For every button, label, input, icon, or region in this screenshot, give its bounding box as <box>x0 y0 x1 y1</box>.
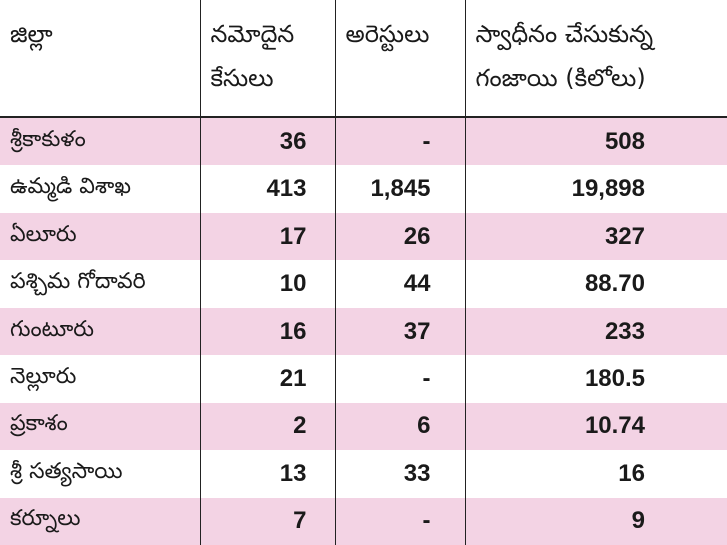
arrests-cell: 1,845 <box>334 165 466 213</box>
cases-cell: 17 <box>199 212 336 261</box>
cases-cell: 10 <box>199 260 336 308</box>
ganja-cell: 327 <box>464 212 727 261</box>
ganja-cell: 10.74 <box>464 402 727 451</box>
header-district: జిల్లా <box>0 0 201 118</box>
ganja-cell: 508 <box>464 117 727 166</box>
table-row: శ్రీ సత్యసాయి 13 33 16 <box>0 450 727 498</box>
district-cell: శ్రీ సత్యసాయి <box>0 450 201 498</box>
header-ganja-seized: స్వాధీనం చేసుకున్న గంజాయి (కిలోలు) <box>464 0 727 118</box>
ganja-cell: 9 <box>464 497 727 545</box>
arrests-cell: 6 <box>334 402 466 451</box>
table-row: కర్నూలు 7 - 9 <box>0 497 727 545</box>
ganja-cell: 180.5 <box>464 355 727 403</box>
header-row: జిల్లా నమోదైన కేసులు అరెస్టులు స్వాధీనం … <box>0 0 727 118</box>
table-row: నెల్లూరు 21 - 180.5 <box>0 355 727 403</box>
arrests-cell: - <box>334 117 466 166</box>
table-row: ప్రకాశం 2 6 10.74 <box>0 402 727 451</box>
district-cell: పశ్చిమ గోదావరి <box>0 260 201 308</box>
ganja-cell: 16 <box>464 450 727 498</box>
arrests-cell: 44 <box>334 260 466 308</box>
district-cell: నెల్లూరు <box>0 355 201 403</box>
table-row: శ్రీకాకుళం 36 - 508 <box>0 117 727 166</box>
table-header: జిల్లా నమోదైన కేసులు అరెస్టులు స్వాధీనం … <box>0 0 727 118</box>
district-cell: ఏలూరు <box>0 212 201 261</box>
district-cell: ఉమ్మడి విశాఖ <box>0 165 201 213</box>
district-cell: శ్రీకాకుళం <box>0 117 201 166</box>
cases-cell: 36 <box>199 117 336 166</box>
cases-cell: 21 <box>199 355 336 403</box>
header-cases: నమోదైన కేసులు <box>199 0 336 118</box>
arrests-cell: 37 <box>334 307 466 356</box>
arrests-cell: - <box>334 355 466 403</box>
table-row: ఉమ్మడి విశాఖ 413 1,845 19,898 <box>0 165 727 213</box>
table-row: ఏలూరు 17 26 327 <box>0 212 727 261</box>
cases-cell: 2 <box>199 402 336 451</box>
cases-cell: 13 <box>199 450 336 498</box>
cases-cell: 16 <box>199 307 336 356</box>
district-cell: ప్రకాశం <box>0 402 201 451</box>
ganja-cell: 233 <box>464 307 727 356</box>
district-cell: గుంటూరు <box>0 307 201 356</box>
table-row: పశ్చిమ గోదావరి 10 44 88.70 <box>0 260 727 308</box>
header-arrests: అరెస్టులు <box>334 0 466 118</box>
table-row: గుంటూరు 16 37 233 <box>0 307 727 356</box>
cases-cell: 7 <box>199 497 336 545</box>
arrests-cell: 26 <box>334 212 466 261</box>
table-body: శ్రీకాకుళం 36 - 508 ఉమ్మడి విశాఖ 413 1,8… <box>0 117 727 545</box>
arrests-cell: 33 <box>334 450 466 498</box>
arrests-cell: - <box>334 497 466 545</box>
cases-cell: 413 <box>199 165 336 213</box>
district-cell: కర్నూలు <box>0 497 201 545</box>
ganja-cell: 19,898 <box>464 165 727 213</box>
ganja-cell: 88.70 <box>464 260 727 308</box>
